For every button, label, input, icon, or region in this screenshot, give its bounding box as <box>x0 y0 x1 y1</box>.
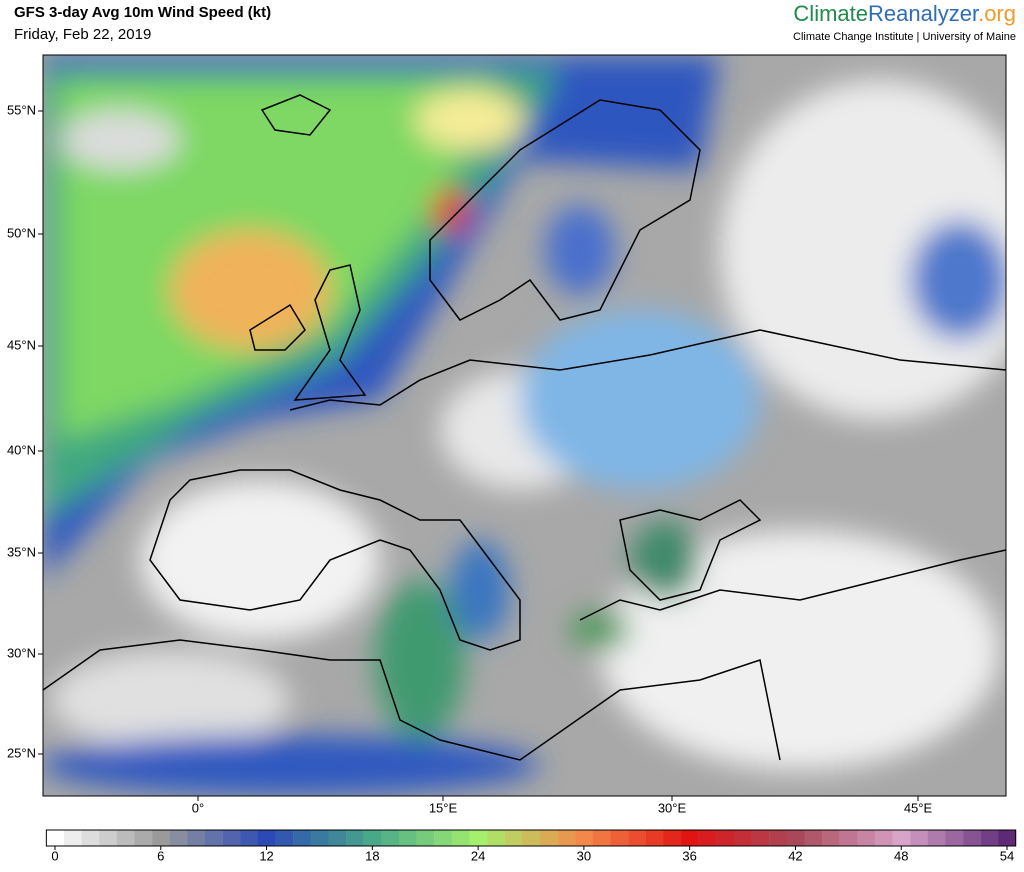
colorbar-box <box>804 830 823 846</box>
colorbar-box <box>557 830 576 846</box>
coastlines <box>43 94 1006 761</box>
colorbar-box <box>504 830 523 846</box>
map-frame <box>42 54 1007 797</box>
colorbar-box <box>892 830 911 846</box>
colorbar-box <box>769 830 787 846</box>
colorbar-label: 42 <box>788 848 802 863</box>
colorbar-box <box>610 830 629 846</box>
colorbar-box <box>681 830 699 846</box>
colorbar-box <box>927 830 946 846</box>
lat-label: 30°N <box>7 645 36 660</box>
axis-labels: 55°N 50°N 45°N 40°N 35°N 30°N 25°N 0° 15°E 30°E 45… <box>7 102 933 815</box>
title: GFS 3-day Avg 10m Wind Speed (kt) <box>14 4 271 21</box>
colorbar-box <box>134 830 153 846</box>
colorbar-box <box>416 830 435 846</box>
brand-part: Climate <box>793 1 868 26</box>
colorbar-box <box>822 830 840 846</box>
colorbar-label: 48 <box>894 848 908 863</box>
date: Friday, Feb 22, 2019 <box>14 26 151 43</box>
lat-label: 50°N <box>7 225 36 240</box>
brand-part: Reanalyzer <box>868 1 979 26</box>
colorbar-box <box>275 830 294 846</box>
colorbar-box <box>293 830 311 846</box>
map-field <box>43 55 1006 796</box>
colorbar: 0 6 12 18 24 30 36 42 48 54 <box>45 829 1017 863</box>
colorbar-box <box>222 830 241 846</box>
affiliation: Climate Change Institute | University of… <box>793 31 1016 43</box>
lat-label: 40°N <box>7 442 36 457</box>
colorbar-box <box>116 830 135 846</box>
colorbar-box <box>46 830 65 846</box>
colorbar-box <box>310 830 329 846</box>
colorbar-box <box>522 830 541 846</box>
colorbar-box <box>698 830 717 846</box>
colorbar-box <box>328 830 347 846</box>
colorbar-label: 12 <box>259 848 273 863</box>
colorbar-label: 54 <box>1000 848 1014 863</box>
colorbar-box <box>839 830 858 846</box>
colorbar-box <box>575 830 594 846</box>
colorbar-box <box>733 830 752 846</box>
brand-part: .org <box>978 1 1016 26</box>
lon-label: 15°E <box>429 800 458 815</box>
colorbar-box <box>963 830 981 846</box>
colorbar-box <box>398 830 417 846</box>
colorbar-box <box>998 830 1017 846</box>
colorbar-box <box>99 830 118 846</box>
wind-field <box>43 55 1006 795</box>
colorbar-box <box>980 830 999 846</box>
colorbar-label: 36 <box>682 848 696 863</box>
colorbar-box <box>592 830 611 846</box>
lon-label: 0° <box>192 800 204 815</box>
colorbar-box <box>645 830 664 846</box>
colorbar-box <box>663 830 682 846</box>
brand: ClimateReanalyzer.org <box>793 1 1016 26</box>
colorbar-box <box>169 830 188 846</box>
colorbar-box <box>487 830 505 846</box>
colorbar-box <box>945 830 964 846</box>
colorbar-box <box>751 830 770 846</box>
colorbar-label: 24 <box>471 848 485 863</box>
colorbar-box <box>628 830 646 846</box>
colorbar-box <box>716 830 735 846</box>
colorbar-box <box>857 830 876 846</box>
colorbar-box <box>910 830 929 846</box>
colorbar-box <box>874 830 893 846</box>
colorbar-box <box>240 830 259 846</box>
colorbar-box <box>539 830 558 846</box>
colorbar-label: 6 <box>157 848 164 863</box>
colorbar-box <box>205 830 223 846</box>
colorbar-box <box>434 830 453 846</box>
colorbar-box <box>451 830 470 846</box>
colorbar-box <box>187 830 206 846</box>
colorbar-label: 0 <box>51 848 58 863</box>
colorbar-box <box>786 830 805 846</box>
lon-label: 45°E <box>904 800 933 815</box>
colorbar-box <box>63 830 82 846</box>
colorbar-box <box>469 830 488 846</box>
colorbar-box <box>152 830 170 846</box>
colorbar-box <box>257 830 276 846</box>
colorbar-label: 30 <box>577 848 591 863</box>
colorbar-label: 18 <box>365 848 379 863</box>
lat-label: 45°N <box>7 337 36 352</box>
colorbar-box <box>363 830 382 846</box>
lon-label: 30°E <box>658 800 687 815</box>
lat-label: 55°N <box>7 102 36 117</box>
colorbar-box <box>81 830 100 846</box>
lat-label: 35°N <box>7 544 36 559</box>
colorbar-frame <box>45 829 1017 847</box>
lat-label: 25°N <box>7 745 36 760</box>
colorbar-box <box>346 830 364 846</box>
colorbar-box <box>381 830 400 846</box>
